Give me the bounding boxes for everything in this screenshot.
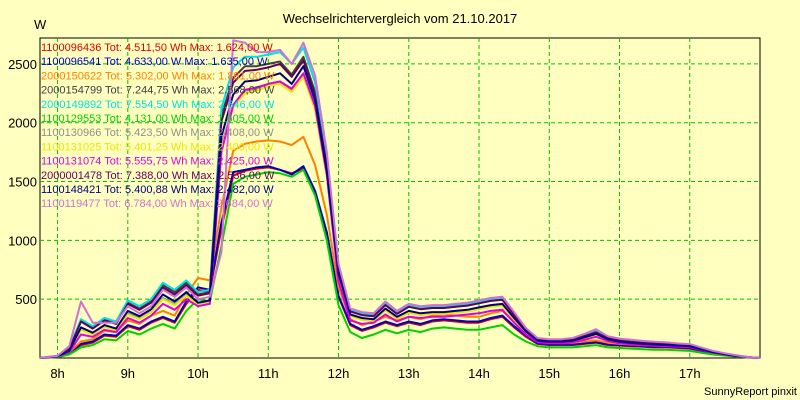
- y-tick-label: 1000: [8, 233, 37, 248]
- x-tick-label: 15h: [538, 366, 560, 381]
- y-axis-unit: W: [34, 17, 47, 32]
- x-tick-label: 12h: [328, 366, 350, 381]
- legend-entry-5: 2000149892 Tot: 7.554,50 Wh Max: 2.646,0…: [41, 99, 275, 111]
- y-tick-label: 500: [15, 292, 37, 307]
- x-tick-label: 11h: [258, 366, 279, 381]
- legend-entry-1: 1100096436 Tot: 4.511,50 Wh Max: 1.624,0…: [41, 42, 273, 54]
- legend-entry-12: 1100119477 Tot: 6.784,00 Wh Max: 2.684,0…: [41, 198, 273, 210]
- legend-entry-7: 1100130966 Tot: 5.423,50 Wh Max: 2.408,0…: [41, 127, 274, 139]
- chart-title: Wechselrichtervergleich vom 21.10.2017: [283, 11, 518, 26]
- legend-entry-8: 1100131025 Tot: 5.401,25 Wh Max: 2.400,0…: [41, 141, 274, 153]
- x-tick-label: 10h: [187, 366, 209, 381]
- legend-entry-11: 1100148421 Tot: 5.400,88 Wh Max: 2.482,0…: [41, 184, 274, 196]
- y-tick-label: 1500: [8, 175, 37, 190]
- y-tick-label: 2000: [8, 116, 37, 131]
- series-line-9: [39, 72, 761, 359]
- x-tick-labels: 8h 9h 10h 11h 12h 13h 14h 15h 16h 17h: [50, 366, 700, 381]
- series-lines: [39, 39, 761, 359]
- plot-area: [39, 37, 761, 359]
- y-tick-label: 2500: [8, 57, 37, 72]
- legend-entry-4: 2000154799 Tot: 7.244,75 Wh Max: 2.568,0…: [41, 85, 275, 97]
- series-line-6: [39, 168, 761, 359]
- legend-entry-3: 2000150622 Tot: 5.302,00 Wh Max: 1.881,0…: [41, 70, 275, 82]
- legend-entry-10: 2000001478 Tot: 7.388,00 Wh Max: 2.536,0…: [41, 170, 275, 182]
- footer-credit: SunnyReport pinxit: [704, 386, 797, 398]
- x-tick-label: 14h: [468, 366, 490, 381]
- legend-entry-6: 1100129553 Tot: 4.131,00 Wh Max: 1.605,0…: [41, 113, 274, 125]
- x-tick-label: 9h: [121, 366, 135, 381]
- x-tick-label: 8h: [50, 366, 64, 381]
- legend: 1100096436 Tot: 4.511,50 Wh Max: 1.624,0…: [41, 42, 275, 210]
- x-tick-label: 17h: [679, 366, 701, 381]
- legend-entry-2: 1100096541 Tot: 4.633,00 W Max: 1.635,00…: [41, 56, 268, 68]
- legend-entry-9: 1100131074 Tot: 5.555,75 Wh Max: 2.425,0…: [41, 156, 274, 168]
- series-line-2: [39, 165, 761, 359]
- series-line-11: [39, 65, 761, 359]
- series-line-12: [39, 39, 761, 359]
- x-tick-label: 16h: [609, 366, 631, 381]
- x-tick-label: 13h: [398, 366, 420, 381]
- series-line-10: [39, 59, 761, 359]
- y-tick-labels: 500 1000 1500 2000 2500: [8, 57, 37, 307]
